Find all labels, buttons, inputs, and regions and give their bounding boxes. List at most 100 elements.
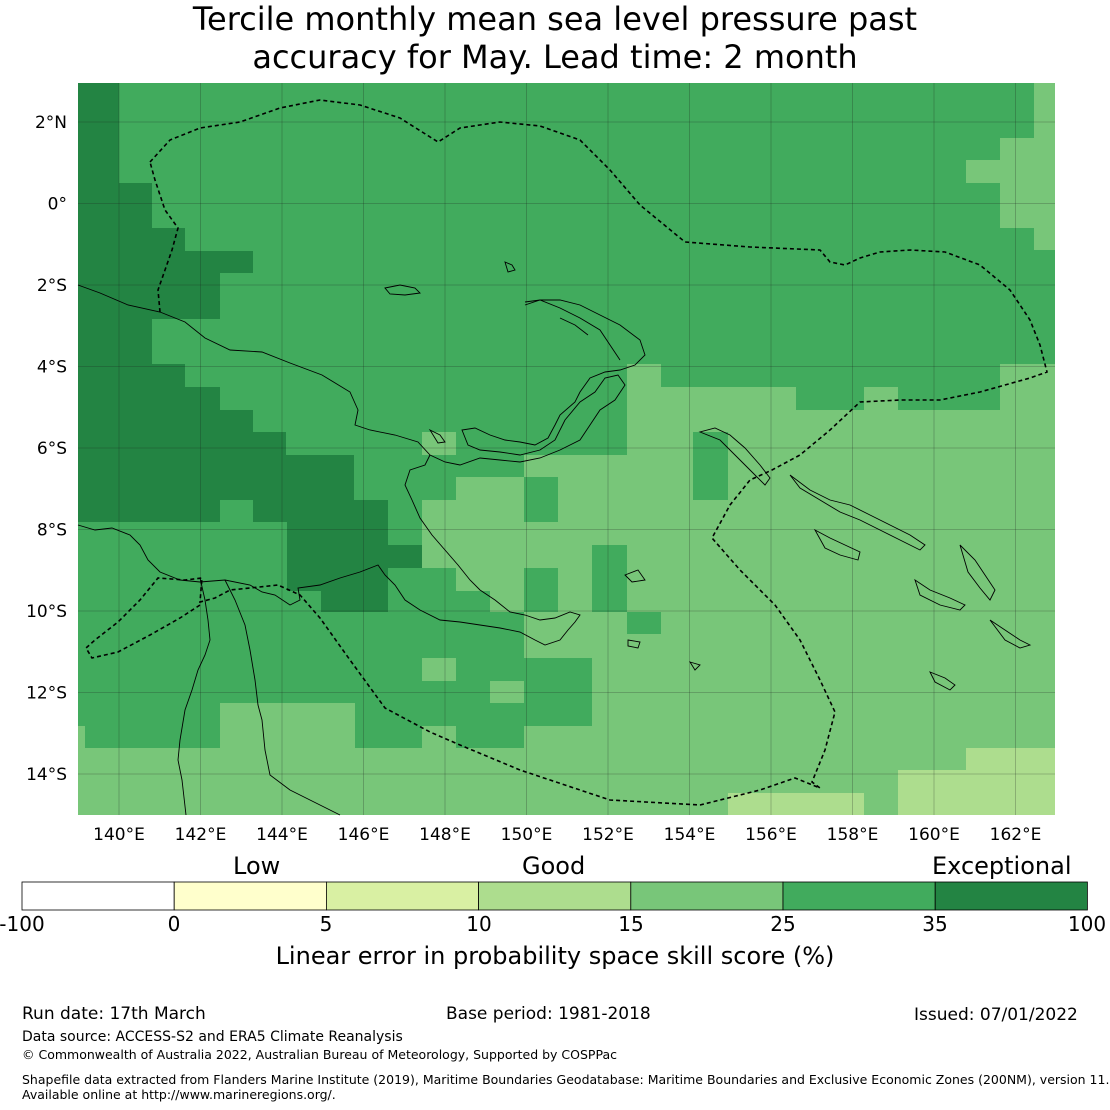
grid-cell	[490, 681, 524, 703]
grid-cell	[78, 273, 220, 319]
colorbar-tick: 10	[466, 912, 492, 936]
shapefile-credit-2: Available online at http://www.marinereg…	[22, 1087, 336, 1102]
grid-cell	[422, 658, 456, 681]
grid-cell	[661, 387, 796, 815]
grid-cell	[592, 545, 627, 612]
grid-cell	[78, 83, 119, 183]
grid-cell	[524, 726, 592, 748]
grid-cell	[627, 364, 661, 410]
grid-cell	[592, 455, 627, 545]
latitude-labels: 2°N 0° 2°S 4°S 6°S 8°S 10°S 12°S 14°S	[26, 113, 67, 785]
grid-cell	[321, 591, 388, 612]
grid-cell	[592, 612, 627, 815]
grid-cell	[78, 432, 286, 455]
grid-cell	[1034, 83, 1055, 250]
grid-cell	[78, 228, 185, 251]
category-good: Good	[522, 852, 586, 880]
colorbar-segment	[934, 881, 1088, 911]
grid-cell	[898, 770, 1055, 815]
grid-cell	[796, 410, 1055, 815]
grid-cell	[524, 568, 558, 612]
shapefile-credit-1: Shapefile data extracted from Flanders M…	[22, 1072, 1110, 1087]
colorbar-tick: 35	[922, 912, 948, 936]
title-line-1: Tercile monthly mean sea level pressure …	[192, 0, 918, 38]
latitude-label: 0°	[48, 195, 67, 215]
grid-cell	[78, 387, 220, 410]
grid-cell	[693, 432, 728, 500]
grid-cell	[253, 500, 388, 522]
grid-cell	[524, 477, 558, 522]
latitude-label: 10°S	[26, 602, 67, 622]
longitude-label: 158°E	[827, 825, 879, 845]
grid-cell	[78, 500, 220, 522]
gridlines	[78, 83, 1055, 815]
colorbar-label: Linear error in probability space skill …	[275, 942, 835, 970]
latitude-label: 12°S	[26, 684, 67, 704]
longitude-labels: 140°E 142°E 144°E 146°E 148°E 150°E 152°E 154°E…	[93, 825, 1041, 845]
grid-cell	[78, 319, 152, 364]
grid-cell	[422, 432, 456, 455]
longitude-label: 150°E	[501, 825, 553, 845]
longitude-label: 146°E	[338, 825, 390, 845]
latitude-label: 8°S	[37, 521, 67, 541]
grid-cell	[78, 726, 85, 815]
new-guinea-south-coast	[77, 454, 581, 646]
grid-cell	[287, 568, 388, 591]
longitude-label: 144°E	[256, 825, 308, 845]
grid-cell	[78, 251, 253, 273]
png-eez-boundary	[84, 99, 1048, 806]
small-islands	[384, 261, 701, 671]
eez-boundaries	[84, 99, 1048, 806]
grid-cell	[490, 591, 524, 612]
grid-cell	[966, 748, 1055, 770]
new-guinea-coast	[77, 284, 646, 466]
new-britain-coast	[524, 299, 621, 361]
latitude-label: 2°N	[35, 113, 67, 133]
colorbar-segment	[782, 881, 936, 911]
longitude-label: 152°E	[582, 825, 634, 845]
longitude-label: 162°E	[990, 825, 1042, 845]
longitude-label: 156°E	[745, 825, 797, 845]
cape-york-coast	[177, 577, 341, 816]
longitude-label: 154°E	[664, 825, 716, 845]
grid-cell	[78, 183, 152, 228]
colorbar-tick: -100	[0, 912, 45, 936]
grid-cell	[627, 612, 661, 634]
colorbar-segment	[173, 881, 327, 911]
data-source: Data source: ACCESS-S2 and ERA5 Climate …	[22, 1029, 403, 1045]
longitude-label: 140°E	[93, 825, 145, 845]
grid-cell	[78, 364, 185, 387]
title-line-2: accuracy for May. Lead time: 2 month	[252, 38, 858, 76]
grid-cell	[220, 703, 355, 748]
skill-grid-cells	[78, 83, 1055, 815]
grid-cell	[287, 522, 388, 545]
colorbar-segment	[21, 881, 175, 911]
grid-cell	[456, 477, 524, 500]
colorbar	[21, 881, 1088, 911]
grid-cell	[966, 160, 1000, 183]
map-title: Tercile monthly mean sea level pressure …	[0, 0, 1110, 76]
grid-cell	[422, 726, 456, 748]
category-low: Low	[233, 852, 281, 880]
colorbar-tick: 15	[618, 912, 644, 936]
copyright: © Commonwealth of Australia 2022, Austra…	[22, 1047, 617, 1062]
colorbar-tick: 5	[319, 912, 333, 936]
grid-cell	[524, 658, 592, 726]
grid-cell	[728, 793, 864, 815]
colorbar-tick: 100	[1067, 912, 1107, 936]
base-period: Base period: 1981-2018	[446, 1004, 651, 1024]
longitude-label: 160°E	[908, 825, 960, 845]
solomon-islands-coast	[789, 474, 1032, 691]
coastlines	[77, 261, 1032, 816]
run-date: Run date: 17th March	[22, 1004, 206, 1024]
colorbar-tick: 25	[770, 912, 796, 936]
colorbar-tick: 0	[167, 912, 181, 936]
colorbar-segment	[478, 881, 632, 911]
grid-cell	[558, 455, 592, 591]
colorbar-segment	[325, 881, 479, 911]
bougainville-coast	[698, 427, 771, 486]
grid-cell	[422, 522, 558, 568]
grid-cell	[456, 568, 524, 591]
latitude-label: 2°S	[37, 276, 67, 296]
